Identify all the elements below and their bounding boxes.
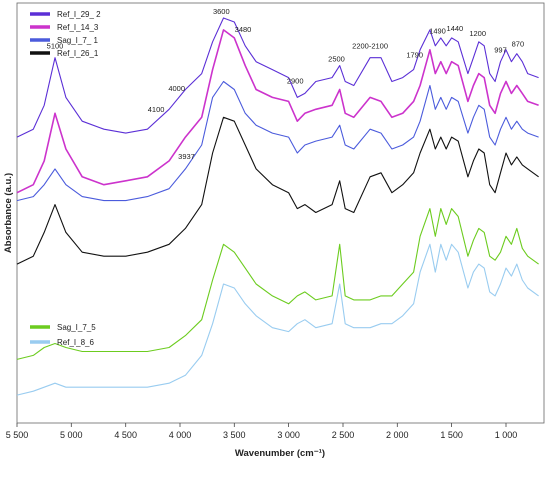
- series-layer: [16, 17, 539, 396]
- peak-label-5100: 5100: [47, 42, 64, 51]
- series-line-ref-i-14-3: [16, 29, 539, 194]
- peak-label-997: 997: [494, 46, 507, 55]
- plot-frame: [16, 2, 545, 424]
- annotation-layer: 5100 4100 4000 3937 3600 3480 2900 2500 2200-210…: [47, 7, 525, 161]
- x-tick-layer: 5 500 5 000 4 500 4 000 3 500 3 000 2 500 2 000…: [6, 423, 518, 440]
- legend-label-ref-i-29-2: Ref_I_29_ 2: [57, 10, 101, 19]
- peak-label-2200-2100: 2200-2100: [352, 42, 388, 51]
- peak-label-870: 870: [512, 39, 525, 48]
- x-tick-label: 3 500: [223, 430, 246, 440]
- legend-label-ref-i-14-3: Ref_I_14_3: [57, 23, 99, 32]
- x-tick-label: 1 500: [440, 430, 463, 440]
- x-tick-label: 3 000: [277, 430, 300, 440]
- legend-label-sag-i-7-5: Sag_I_7_5: [57, 323, 96, 332]
- legend-label-ref-i-26-1: Ref_I_26_1: [57, 49, 99, 58]
- peak-label-4100: 4100: [148, 105, 165, 114]
- peak-label-3600: 3600: [213, 7, 230, 16]
- peak-label-1200: 1200: [469, 29, 486, 38]
- series-line-sag-i-7-1: [16, 80, 539, 202]
- peak-label-2500: 2500: [328, 55, 345, 64]
- series-line-ref-i-8-6: [16, 243, 539, 396]
- x-tick-label: 5 500: [6, 430, 29, 440]
- peak-label-1490: 1490: [429, 27, 446, 36]
- x-tick-label: 4 500: [114, 430, 137, 440]
- peak-label-3937: 3937: [178, 152, 195, 161]
- series-line-ref-i-26-1: [16, 116, 539, 265]
- peak-label-4000: 4000: [168, 84, 185, 93]
- peak-label-1440: 1440: [447, 24, 464, 33]
- x-tick-label: 2 500: [332, 430, 355, 440]
- y-axis-label: Absorbance (a.u.): [3, 173, 14, 253]
- x-axis-label: Wavenumber (cm⁻¹): [235, 448, 325, 459]
- series-line-sag-i-7-5: [16, 208, 539, 360]
- legend-label-ref-i-8-6: Ref_I_8_6: [57, 338, 94, 347]
- peak-label-2900: 2900: [287, 76, 304, 85]
- x-tick-label: 4 000: [169, 430, 192, 440]
- x-tick-label: 1 000: [495, 430, 518, 440]
- x-tick-label: 5 000: [60, 430, 83, 440]
- legend-label-sag-i-7-1: Sag_I_7_ 1: [57, 36, 98, 45]
- peak-label-3480: 3480: [235, 25, 252, 34]
- series-line-ref-i-29-2: [16, 17, 539, 138]
- peak-label-1790: 1790: [406, 50, 423, 59]
- x-tick-label: 2 000: [386, 430, 409, 440]
- legend-layer: Ref_I_29_ 2 Ref_I_14_3 Sag_I_7_ 1 Ref_I_26_…: [30, 10, 101, 347]
